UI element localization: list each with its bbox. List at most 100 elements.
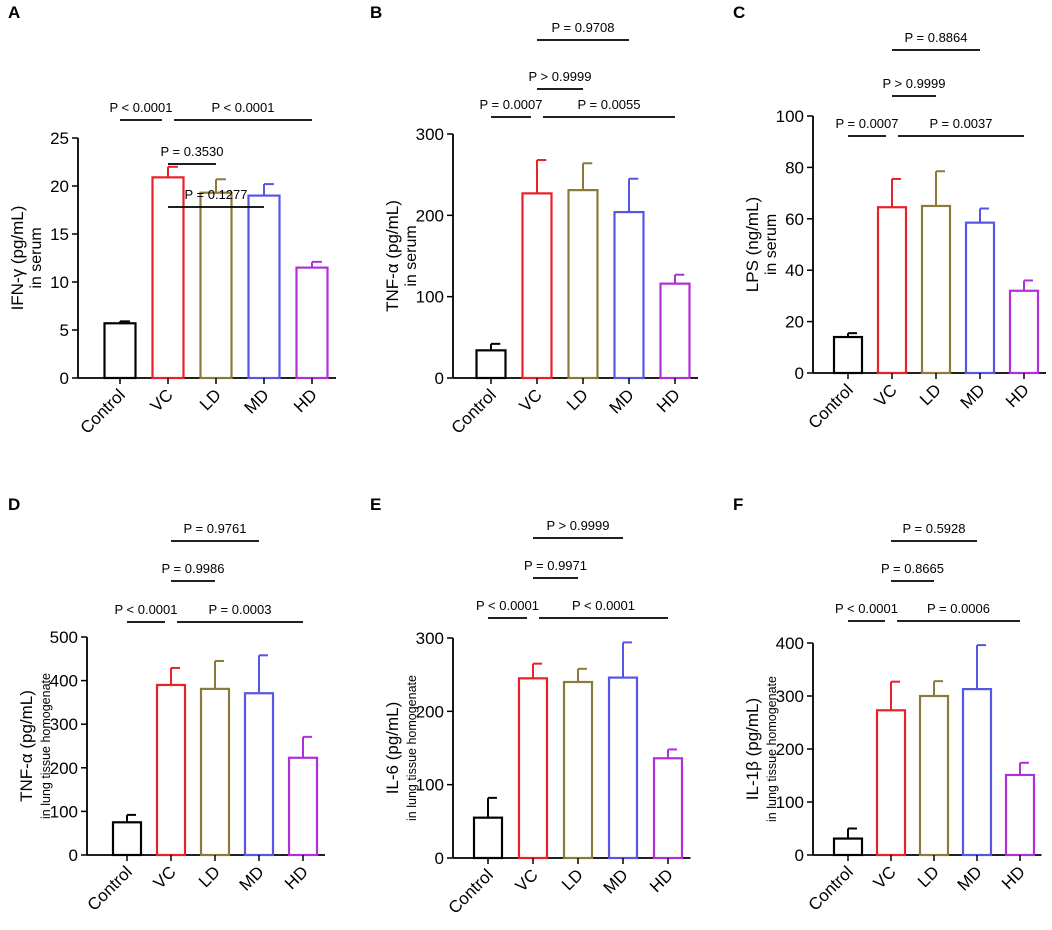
- y-tick-label: 300: [416, 629, 444, 648]
- x-tick-label: HD: [290, 385, 321, 416]
- x-tick-label: LD: [195, 862, 224, 891]
- y-tick-label: 100: [416, 776, 444, 795]
- x-tick-label: MD: [241, 385, 273, 417]
- bar: [103, 322, 137, 380]
- p-value-label: P < 0.0001: [835, 601, 898, 616]
- p-value-label: P = 0.0037: [929, 116, 992, 131]
- panel-label: B: [370, 3, 382, 22]
- y-tick-label: 0: [69, 846, 78, 865]
- x-tick-label: VC: [870, 862, 900, 892]
- x-tick-label: MD: [954, 862, 986, 894]
- p-value-label: P = 0.0007: [479, 97, 542, 112]
- y-axis-label: LPS (ng/mL): [743, 197, 762, 292]
- bar: [1008, 289, 1040, 375]
- y-tick-label: 100: [776, 107, 804, 126]
- y-tick-label: 0: [795, 364, 804, 383]
- y-axis-label: IFN-γ (pg/mL): [8, 206, 27, 311]
- panel-d: D 0 100 200 300 400 500 TNF-α (pg/mL) in lung ti…: [8, 495, 325, 915]
- bar: [964, 221, 996, 375]
- bar: [876, 206, 908, 375]
- p-value-label: P = 0.3530: [160, 144, 223, 159]
- x-tick-label: LD: [196, 385, 225, 414]
- bar: [918, 694, 950, 857]
- x-tick-label: Control: [445, 865, 497, 917]
- y-tick-label: 15: [50, 225, 69, 244]
- y-tick-label: 200: [776, 740, 804, 759]
- p-value-label: P = 0.0003: [208, 602, 271, 617]
- p-value-label: P < 0.0001: [572, 598, 635, 613]
- y-tick-label: 100: [776, 793, 804, 812]
- y-tick-label: 5: [60, 321, 69, 340]
- x-tick-label: LD: [563, 385, 592, 414]
- x-tick-label: VC: [871, 380, 901, 410]
- bar: [920, 204, 952, 375]
- x-tick-label: Control: [448, 385, 500, 437]
- p-value-label: P = 0.0006: [927, 601, 990, 616]
- x-tick-label: HD: [998, 862, 1029, 893]
- p-value-label: P = 0.9986: [161, 561, 224, 576]
- y-axis-sublabel: in lung tissue homogenate: [39, 673, 53, 819]
- x-tick-label: VC: [150, 862, 180, 892]
- y-axis-label: IL-1β (pg/mL): [743, 698, 762, 800]
- x-tick-label: MD: [957, 380, 989, 412]
- x-tick-label: Control: [805, 862, 857, 914]
- p-value-label: P > 0.9999: [546, 518, 609, 533]
- y-tick-label: 0: [435, 849, 444, 868]
- x-tick-label: VC: [147, 385, 177, 415]
- bar: [562, 680, 594, 860]
- panel-label: E: [370, 495, 381, 514]
- y-tick-label: 400: [776, 634, 804, 653]
- bar: [517, 677, 549, 860]
- y-tick-label: 80: [785, 158, 804, 177]
- p-value-label: P < 0.0001: [476, 598, 539, 613]
- y-axis-sublabel: in lung tissue homogenate: [765, 676, 779, 822]
- y-tick-label: 200: [50, 759, 78, 778]
- x-tick-label: HD: [653, 385, 684, 416]
- x-tick-label: LD: [916, 380, 945, 409]
- y-tick-label: 0: [60, 369, 69, 388]
- y-tick-label: 500: [50, 628, 78, 647]
- y-tick-label: 300: [776, 687, 804, 706]
- p-value-label: P = 0.9761: [183, 521, 246, 536]
- bar: [961, 688, 993, 857]
- bar: [607, 676, 639, 860]
- y-tick-label: 20: [50, 177, 69, 196]
- y-axis-sublabel: in serum: [28, 227, 45, 288]
- x-tick-label: LD: [914, 862, 943, 891]
- bar: [521, 192, 553, 380]
- x-tick-label: HD: [281, 862, 312, 893]
- y-axis-label: TNF-α (pg/mL): [383, 200, 402, 312]
- x-tick-label: Control: [84, 862, 136, 914]
- bar: [155, 683, 187, 857]
- p-value-label: P = 0.9971: [524, 558, 587, 573]
- panel-a: A 0 5 10 15 20 25 IFN-γ (pg/mL) in serum Control V…: [8, 3, 336, 438]
- y-tick-label: 10: [50, 273, 69, 292]
- panel-f: F 0 100 200 300 400 IL-1β (pg/mL) in lung tissu…: [733, 495, 1042, 915]
- y-axis-sublabel: in serum: [763, 214, 780, 275]
- p-value-label: P = 0.8864: [904, 30, 967, 45]
- y-tick-label: 100: [416, 288, 444, 307]
- panel-e: E 0 100 200 300 IL-6 (pg/mL) in lung tissue ho…: [370, 495, 691, 918]
- y-tick-label: 300: [416, 125, 444, 144]
- panel-c: C 0 20 40 60 80 100 LPS (ng/mL) in serum Control V…: [733, 3, 1046, 433]
- bar: [832, 837, 864, 857]
- y-tick-label: 0: [795, 846, 804, 865]
- bar: [1004, 773, 1036, 857]
- p-value-label: P = 0.5928: [902, 521, 965, 536]
- p-value-label: P < 0.0001: [109, 100, 172, 115]
- bar: [243, 692, 275, 857]
- y-tick-label: 0: [435, 369, 444, 388]
- p-value-label: P = 0.9708: [551, 20, 614, 35]
- bar: [613, 210, 645, 380]
- y-tick-label: 20: [785, 313, 804, 332]
- bar: [832, 335, 864, 375]
- panel-label: A: [8, 3, 20, 22]
- p-value-label: P > 0.9999: [528, 69, 591, 84]
- y-tick-label: 400: [50, 672, 78, 691]
- bar: [247, 194, 281, 380]
- y-axis-label: IL-6 (pg/mL): [383, 702, 402, 795]
- bar: [295, 266, 329, 380]
- x-tick-label: MD: [236, 862, 268, 894]
- bar: [475, 349, 507, 380]
